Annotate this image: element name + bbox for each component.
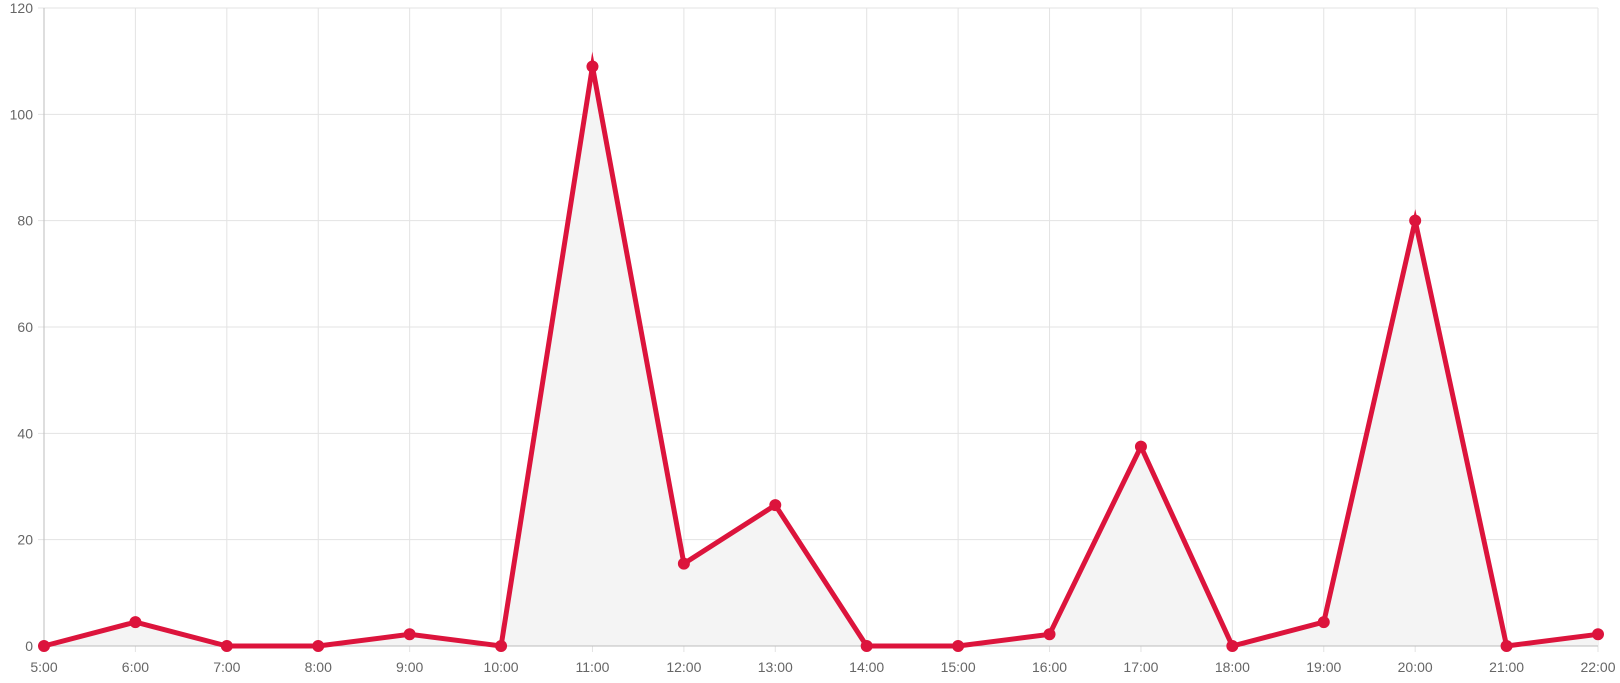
series-area: [44, 66, 1598, 646]
data-points-layer: [38, 60, 1604, 652]
data-point[interactable]: [129, 616, 142, 629]
x-tick-label: 5:00: [30, 659, 57, 675]
data-point[interactable]: [1500, 640, 1513, 652]
y-tick-label: 60: [17, 319, 33, 335]
x-tick-label: 16:00: [1032, 659, 1067, 675]
x-tick-label: 20:00: [1398, 659, 1433, 675]
data-point[interactable]: [1317, 616, 1330, 629]
x-tick-label: 14:00: [849, 659, 884, 675]
data-point[interactable]: [677, 557, 690, 570]
x-tick-label: 6:00: [122, 659, 149, 675]
x-tick-label: 13:00: [758, 659, 793, 675]
series-line-layer: [43, 51, 1599, 649]
y-tick-label: 120: [10, 0, 34, 16]
series-line: [43, 51, 1599, 649]
x-tick-label: 8:00: [305, 659, 332, 675]
data-point[interactable]: [220, 640, 233, 652]
x-tick-label: 19:00: [1306, 659, 1341, 675]
y-tick-label: 40: [17, 425, 33, 441]
data-point[interactable]: [952, 640, 965, 652]
data-point[interactable]: [1043, 628, 1056, 641]
data-point[interactable]: [1409, 214, 1422, 227]
data-point[interactable]: [38, 640, 50, 652]
data-point[interactable]: [495, 640, 508, 652]
y-tick-labels: 0 20 40 60 80 100 120: [10, 0, 34, 654]
area-fill-layer: [44, 66, 1598, 646]
x-tick-label: 11:00: [575, 659, 609, 675]
data-point[interactable]: [586, 60, 599, 73]
x-tick-label: 17:00: [1123, 659, 1158, 675]
data-point[interactable]: [312, 640, 325, 652]
data-point[interactable]: [403, 628, 416, 641]
x-tick-label: 9:00: [396, 659, 423, 675]
y-tick-label: 0: [25, 638, 33, 654]
x-tick-label: 22:00: [1580, 659, 1615, 675]
x-tick-labels: 5:00 6:00 7:00 8:00 9:00 10:00 11:00 12:00 13:00…: [30, 659, 1615, 675]
x-tick-label: 15:00: [941, 659, 976, 675]
y-tick-label: 20: [17, 532, 33, 548]
x-tick-label: 21:00: [1489, 659, 1524, 675]
x-tick-label: 10:00: [484, 659, 519, 675]
data-point[interactable]: [1226, 640, 1239, 652]
x-tick-label: 7:00: [213, 659, 240, 675]
data-point[interactable]: [1592, 628, 1604, 641]
x-tick-label: 18:00: [1215, 659, 1250, 675]
data-point[interactable]: [769, 499, 782, 512]
data-point[interactable]: [860, 640, 873, 652]
data-point[interactable]: [1134, 440, 1147, 453]
y-tick-label: 80: [17, 213, 33, 229]
x-tick-label: 12:00: [666, 659, 701, 675]
y-tick-label: 100: [10, 106, 34, 122]
